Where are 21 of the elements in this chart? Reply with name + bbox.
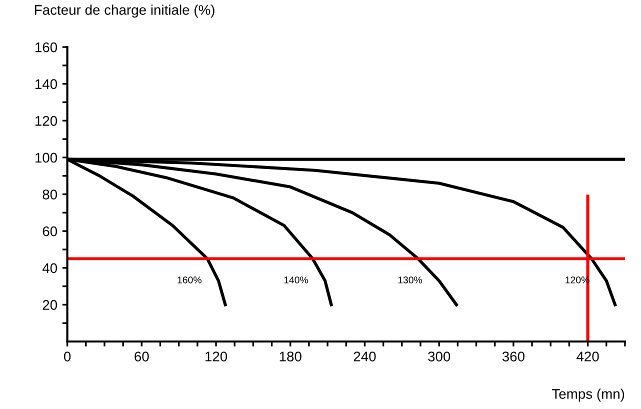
x-tick-label: 420 xyxy=(576,352,599,362)
y-tick-label: 100 xyxy=(35,152,58,163)
x-tick-label: 120 xyxy=(205,352,228,362)
series-label: 140% xyxy=(284,276,308,284)
y-tick-label: 120 xyxy=(35,116,58,126)
y-tick-label: 20 xyxy=(42,300,58,310)
series-label: 160% xyxy=(178,276,202,284)
y-tick-label: 60 xyxy=(42,226,58,236)
x-tick-label: 0 xyxy=(64,352,71,362)
y-tick-label: 160 xyxy=(35,42,58,52)
y-tick-label: 40 xyxy=(42,263,58,274)
y-axis-title: Facteur de charge initiale (%) xyxy=(34,4,214,18)
x-tick-label: 180 xyxy=(280,352,302,362)
x-tick-label: 360 xyxy=(502,352,524,362)
x-axis-title: Temps (mn) xyxy=(552,388,624,402)
y-tick-label: 140 xyxy=(35,79,58,90)
x-tick-label: 240 xyxy=(354,352,376,362)
series-label: 130% xyxy=(398,276,422,284)
x-tick-label: 60 xyxy=(134,352,149,362)
y-tick-label: 80 xyxy=(42,190,58,200)
x-tick-label: 300 xyxy=(428,352,450,362)
